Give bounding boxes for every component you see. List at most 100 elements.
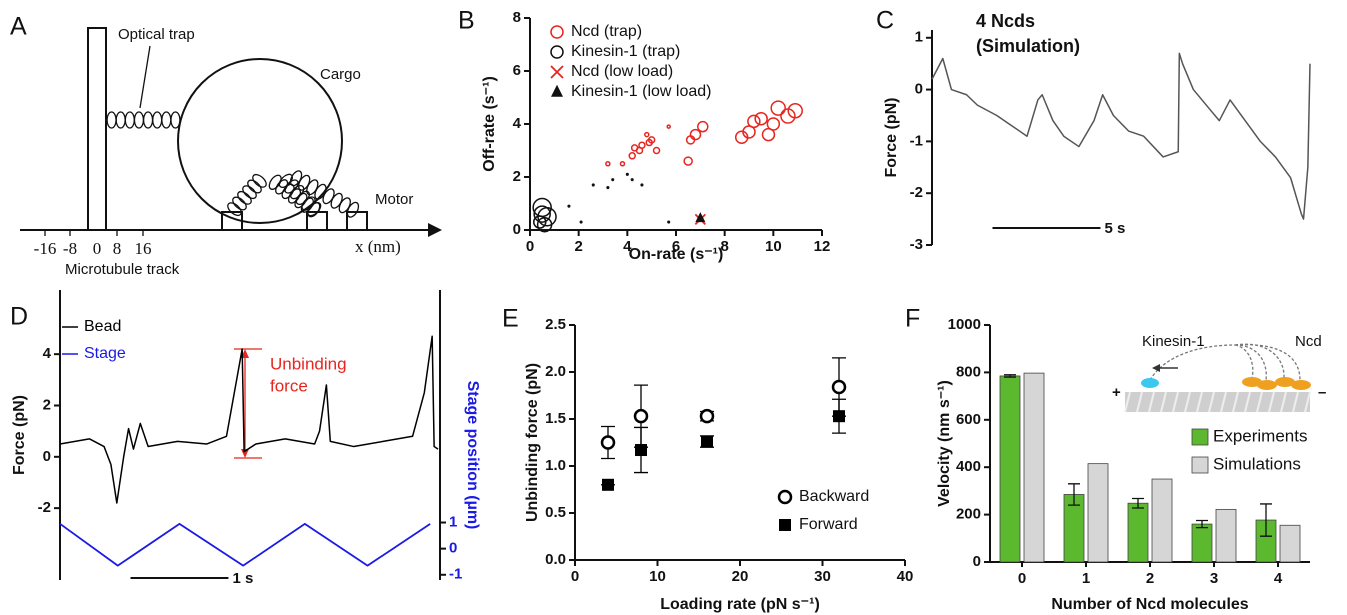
spring-coil (170, 111, 181, 129)
y-tick-label: 200 (956, 506, 981, 523)
point (644, 131, 650, 138)
x-tick-label: 20 (732, 568, 749, 585)
x-tick-label: 0 (526, 238, 534, 255)
legend-label: Experiments (1213, 426, 1307, 445)
y-tick-label: 1 (915, 29, 923, 46)
chart-title: (Simulation) (976, 36, 1080, 56)
point (635, 146, 644, 155)
x-tick-label: 0 (1018, 570, 1026, 587)
x-tick-label: 1 (1082, 570, 1090, 587)
point (633, 408, 649, 424)
x-tick-label: 30 (814, 568, 831, 585)
kinesin-head (1141, 378, 1159, 388)
legend-label: Ncd (trap) (571, 23, 642, 40)
y-tick-label: 0 (513, 221, 521, 238)
label: Optical trap (118, 26, 195, 43)
error-bar (1068, 483, 1080, 506)
y-tick-label: 0.5 (545, 504, 566, 521)
bar (1279, 524, 1301, 563)
point (611, 178, 615, 182)
y-axis-label: Off-rate (s⁻¹) (481, 76, 498, 172)
annotation: Unbinding (270, 354, 347, 373)
tick-label: 16 (135, 239, 152, 258)
trace (59, 335, 439, 504)
x-tick-label: 3 (1210, 570, 1218, 587)
y-tick-label: 8 (513, 9, 521, 26)
cargo (177, 58, 343, 224)
spring-coil (268, 174, 282, 190)
point (625, 172, 629, 176)
x-axis-label: On-rate (s⁻¹) (629, 246, 724, 263)
label-leader (139, 45, 151, 109)
panel-letter: C (876, 7, 894, 35)
bar (1127, 502, 1149, 563)
y-tick-label: -2 (38, 499, 51, 516)
ncd-head (1257, 380, 1277, 390)
y-tick-label: 1.0 (545, 457, 566, 474)
inset-label: Kinesin-1 (1142, 333, 1205, 350)
legend-marker (550, 65, 564, 79)
spring-coil (124, 111, 135, 129)
y2-tick-label: 1 (449, 513, 457, 530)
legend-marker (551, 84, 563, 97)
y2-axis-label: Stage position (µm) (464, 381, 481, 530)
inset-label: Ncd (1295, 333, 1322, 350)
inset-label: + (1112, 384, 1121, 401)
y-tick-label: 800 (956, 363, 981, 380)
legend-swatch (1191, 428, 1209, 446)
bar (1191, 523, 1213, 563)
point (770, 100, 786, 116)
spring-coil (346, 201, 360, 218)
error-bar (1004, 374, 1016, 378)
tick-label: -16 (34, 239, 57, 258)
spring-coil (227, 202, 242, 217)
x-tick-label: 4 (1274, 570, 1283, 587)
x-tick-label: 12 (814, 238, 831, 255)
x-tick-label: 4 (623, 238, 632, 255)
arrow-head (241, 449, 249, 458)
microtubule-stripes (1124, 391, 1311, 413)
point (628, 152, 636, 160)
point (787, 103, 803, 119)
diagram: Optical trap Cargo Motor Microtubule tra… (20, 26, 442, 278)
legend-swatch (1191, 456, 1209, 474)
x-tick-label: 0 (571, 568, 579, 585)
y-tick-label: 1000 (948, 316, 981, 333)
ncd-head (1275, 377, 1295, 387)
axis-label: x (nm) (355, 237, 401, 256)
spring-coil (133, 111, 145, 129)
label: Motor (375, 191, 413, 208)
y-axis-label: Force (pN) (11, 395, 28, 475)
spring-coil (161, 111, 172, 129)
x-tick-label: 2 (574, 238, 582, 255)
spring-coil (278, 173, 293, 188)
tick-label: 8 (113, 239, 122, 258)
y-tick-label: 0.0 (545, 551, 566, 568)
point (833, 410, 845, 423)
point (697, 120, 709, 133)
spring-coil (247, 179, 262, 194)
y2-tick-label: -1 (449, 566, 462, 583)
legend-label: Kinesin-1 (low load) (571, 83, 712, 100)
point (537, 207, 557, 227)
spring-coil (232, 196, 247, 211)
y-tick-label: 2.5 (545, 316, 566, 333)
point (766, 117, 781, 131)
y-tick-label: 0 (973, 553, 981, 570)
label: Cargo (320, 66, 361, 83)
panel-letter: A (10, 13, 27, 41)
point (754, 111, 768, 126)
inset-label: – (1318, 384, 1326, 401)
point (602, 478, 614, 491)
ncd-head (1291, 380, 1311, 390)
y-tick-label: 2 (513, 168, 521, 185)
point (635, 444, 647, 457)
binding-site (221, 211, 243, 231)
point (579, 220, 583, 224)
point (605, 161, 611, 167)
y-tick-label: 6 (513, 62, 521, 79)
point (747, 114, 761, 129)
arrow-head (1152, 364, 1160, 372)
y-axis-label: Velocity (nm s⁻¹) (936, 380, 953, 507)
